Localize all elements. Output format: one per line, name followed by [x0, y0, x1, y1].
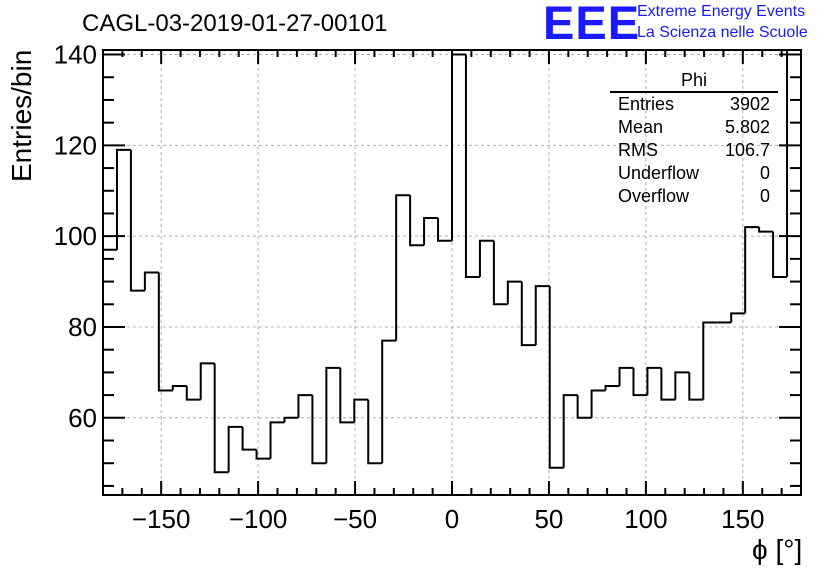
- x-tick-label: 100: [624, 504, 667, 534]
- histogram-bar: [660, 367, 676, 401]
- histogram-bar: [283, 416, 299, 423]
- x-tick-label: −100: [229, 504, 288, 534]
- histogram-bar: [576, 395, 592, 419]
- histogram-bar: [437, 218, 452, 242]
- histogram-bar: [381, 339, 397, 464]
- stats-row-mean: Mean 5.802: [610, 116, 778, 139]
- histogram-bar: [185, 386, 201, 401]
- histogram-bar: [311, 395, 327, 465]
- x-tick-label: −50: [333, 504, 377, 534]
- histogram-bar: [339, 367, 355, 424]
- histogram-bar: [492, 240, 508, 306]
- stats-value: 0: [759, 163, 770, 183]
- histogram-bar: [297, 394, 313, 418]
- x-tick-label: 50: [534, 504, 563, 534]
- histogram-bar: [143, 271, 159, 291]
- histogram-bar: [353, 398, 369, 423]
- histogram-bar: [227, 425, 243, 473]
- histogram-bar: [702, 321, 718, 400]
- x-tick-label: 0: [445, 504, 459, 534]
- histogram-bar: [199, 362, 215, 400]
- logo-line-1: Extreme Energy Events: [637, 3, 806, 20]
- x-tick-label: 150: [721, 504, 764, 534]
- histogram-bar: [590, 389, 606, 418]
- histogram-bar: [548, 286, 564, 469]
- y-tick-label: 100: [54, 221, 97, 251]
- plot-title: CAGL-03-2019-01-27-00101: [82, 10, 388, 37]
- histogram-bar: [451, 53, 466, 241]
- histogram-bar: [423, 217, 439, 246]
- histogram-bar: [786, 49, 802, 495]
- stats-label: Entries: [618, 94, 675, 114]
- logo-line-2: La Scienza nelle Scuole: [637, 24, 808, 41]
- y-axis-label: Entries/bin: [6, 49, 37, 182]
- histogram-bar: [534, 285, 550, 346]
- y-tick-label: 140: [54, 40, 97, 70]
- stats-value: 3902: [729, 94, 770, 114]
- stats-row-underflow: Underflow 0: [610, 162, 778, 185]
- histogram-bar: [604, 385, 620, 391]
- histogram-bar: [618, 366, 634, 387]
- histogram-bar: [255, 449, 271, 460]
- stats-label: Underflow: [618, 163, 700, 183]
- histogram-bar: [241, 426, 257, 451]
- stats-value: 106.7: [724, 140, 770, 160]
- histogram-bar: [269, 421, 285, 459]
- histogram-bar: [506, 280, 522, 305]
- y-tick-label: 80: [68, 312, 97, 342]
- stats-row-overflow: Overflow 0: [610, 185, 778, 208]
- histogram-bar: [157, 272, 173, 392]
- histogram-bar: [758, 227, 774, 233]
- histogram-bar: [772, 231, 788, 279]
- stats-title: Phi: [610, 70, 778, 93]
- x-tick-label: −150: [132, 504, 191, 534]
- stats-row-entries: Entries 3902: [610, 93, 778, 116]
- stats-label: RMS: [618, 140, 658, 160]
- histogram-bar: [744, 226, 760, 314]
- histogram-bar: [325, 366, 341, 464]
- stats-label: Overflow: [618, 186, 690, 206]
- histogram-bar: [520, 281, 536, 347]
- histogram-bar: [115, 148, 131, 250]
- histogram-bar: [632, 367, 648, 397]
- stats-value: 0: [759, 186, 770, 206]
- eee-logo: EEE: [543, 0, 641, 49]
- stats-value: 5.802: [724, 117, 770, 137]
- histogram-bar: [409, 195, 425, 247]
- histogram-bar: [562, 394, 578, 468]
- histogram-bar: [367, 399, 383, 465]
- x-axis-label: ϕ [°]: [752, 534, 803, 565]
- histogram-bar: [730, 312, 746, 323]
- y-tick-label: 60: [68, 403, 97, 433]
- histogram-bar: [171, 385, 187, 391]
- histogram-bar: [478, 239, 494, 278]
- stats-row-rms: RMS 106.7: [610, 139, 778, 162]
- histogram-bar: [688, 372, 704, 401]
- stats-box: Phi Entries 3902 Mean 5.802 RMS 106.7 Un…: [610, 70, 778, 208]
- histogram-bar: [395, 194, 411, 341]
- histogram-bar: [213, 363, 229, 474]
- histogram-bar: [646, 366, 662, 396]
- y-tick-label: 120: [54, 130, 97, 160]
- histogram-bar: [674, 371, 690, 400]
- stats-label: Mean: [618, 117, 664, 137]
- histogram-bar: [129, 149, 145, 292]
- histogram-bar: [464, 54, 480, 279]
